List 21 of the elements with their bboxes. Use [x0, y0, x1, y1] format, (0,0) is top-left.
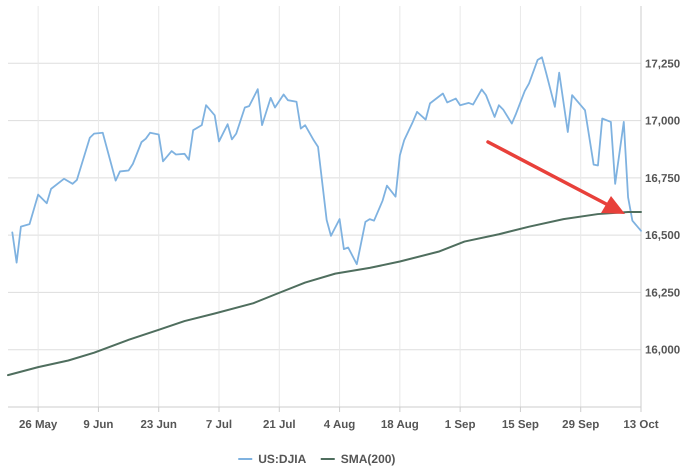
x-tick-label: 26 May: [18, 419, 58, 431]
x-tick-label: 15 Sep: [502, 419, 539, 431]
y-tick-label: 17,000: [645, 116, 680, 128]
x-tick-label: 13 Oct: [623, 419, 659, 431]
legend-label: SMA(200): [340, 452, 396, 466]
line-series: [11, 56, 642, 266]
x-tick-label: 23 Jun: [140, 419, 177, 431]
y-tick-label: 16,000: [645, 344, 680, 357]
x-tick-label: 9 Jun: [83, 419, 114, 431]
x-tick-label: 21 Jul: [262, 419, 296, 431]
x-tick-label: 7 Jul: [206, 419, 232, 431]
y-tick-label: 17,250: [645, 58, 680, 70]
y-tick-label: 16,500: [645, 230, 680, 242]
y-tick-label: 16,250: [645, 287, 680, 300]
x-tick-label: 1 Sep: [444, 419, 476, 431]
y-tick-label: 16,750: [645, 172, 680, 185]
x-tick-label: 18 Aug: [380, 419, 419, 431]
legend-label: US:DJIA: [258, 452, 307, 466]
line-series: [7, 211, 642, 376]
x-tick-label: 29 Sep: [562, 419, 600, 431]
x-tick-label: 4 Aug: [324, 419, 356, 431]
